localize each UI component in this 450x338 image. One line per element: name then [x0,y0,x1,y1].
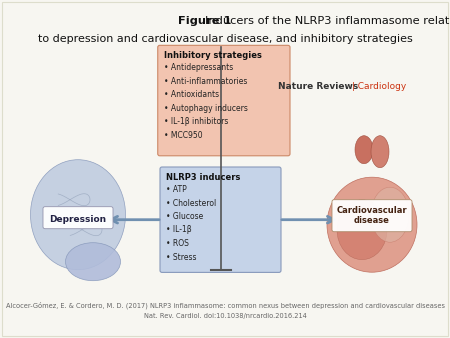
Ellipse shape [337,200,387,260]
Text: Inducers of the NLRP3 inflammasome related: Inducers of the NLRP3 inflammasome relat… [205,16,450,26]
Text: • Antidepressants: • Antidepressants [164,63,233,72]
Text: NLRP3 inducers: NLRP3 inducers [166,173,240,182]
Text: • Cholesterol: • Cholesterol [166,198,216,208]
Text: • IL-1β: • IL-1β [166,225,192,235]
Text: Alcocer-Gómez, E. & Cordero, M. D. (2017) NLRP3 inflammasome: common nexus betwe: Alcocer-Gómez, E. & Cordero, M. D. (2017… [5,302,445,309]
Text: Inhibitory strategies: Inhibitory strategies [164,51,261,60]
Text: • IL-1β inhibitors: • IL-1β inhibitors [164,117,228,126]
FancyBboxPatch shape [160,167,281,272]
Ellipse shape [371,136,389,168]
Text: Cardiovascular
disease: Cardiovascular disease [337,206,407,225]
Ellipse shape [66,243,121,281]
FancyBboxPatch shape [158,45,290,156]
Text: • Stress: • Stress [166,252,197,262]
Text: • Autophagy inducers: • Autophagy inducers [164,104,248,113]
FancyBboxPatch shape [43,207,113,229]
Text: | Cardiology: | Cardiology [349,82,406,91]
Text: Nat. Rev. Cardiol. doi:10.1038/nrcardio.2016.214: Nat. Rev. Cardiol. doi:10.1038/nrcardio.… [144,313,306,319]
Text: • ROS: • ROS [166,239,189,248]
Text: • Glucose: • Glucose [166,212,203,221]
Text: • Antioxidants: • Antioxidants [164,90,219,99]
Text: Figure 1: Figure 1 [178,16,231,26]
Ellipse shape [371,187,409,242]
Text: Nature Reviews: Nature Reviews [278,82,358,91]
Text: to depression and cardiovascular disease, and inhibitory strategies: to depression and cardiovascular disease… [38,34,412,45]
Text: Depression: Depression [50,215,107,224]
Text: • MCC950: • MCC950 [164,131,202,140]
FancyBboxPatch shape [332,200,412,232]
Ellipse shape [31,160,126,270]
Ellipse shape [355,136,373,164]
Text: • Anti-inflammatories: • Anti-inflammatories [164,77,247,86]
Ellipse shape [327,177,417,272]
Text: • ATP: • ATP [166,185,187,194]
